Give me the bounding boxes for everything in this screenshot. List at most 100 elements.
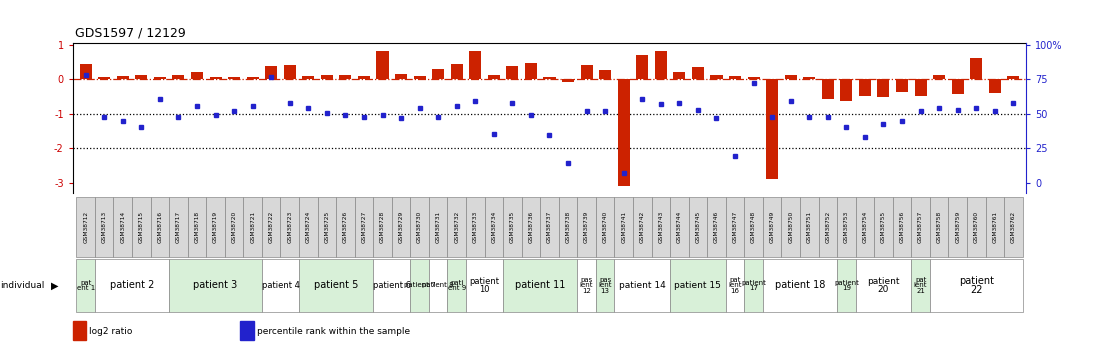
Bar — [822, 79, 834, 99]
Text: patient 6: patient 6 — [372, 281, 410, 290]
Text: GSM38747: GSM38747 — [732, 211, 738, 243]
Bar — [135, 75, 148, 79]
Bar — [896, 79, 908, 92]
Bar — [855, 197, 874, 257]
Bar — [299, 259, 373, 312]
Text: GSM38712: GSM38712 — [83, 211, 88, 243]
Text: GSM38759: GSM38759 — [955, 211, 960, 243]
Text: percentile rank within the sample: percentile rank within the sample — [257, 327, 410, 336]
Text: GSM38740: GSM38740 — [603, 211, 608, 243]
Bar — [447, 197, 466, 257]
Bar — [433, 69, 444, 79]
Bar — [503, 197, 522, 257]
Text: GSM38748: GSM38748 — [751, 211, 756, 243]
Bar — [615, 259, 670, 312]
Bar — [154, 77, 165, 79]
Bar — [209, 77, 221, 79]
Bar — [318, 197, 337, 257]
Text: GSM38745: GSM38745 — [695, 211, 700, 243]
Bar — [414, 76, 426, 79]
Bar — [729, 76, 741, 79]
Text: GSM38754: GSM38754 — [862, 211, 868, 243]
Bar — [247, 77, 258, 79]
Bar — [395, 74, 407, 79]
Text: patient
17: patient 17 — [741, 280, 766, 291]
Text: pati
ent 9: pati ent 9 — [447, 280, 466, 291]
Bar — [484, 197, 503, 257]
Text: patient 5: patient 5 — [314, 280, 358, 290]
Bar — [354, 197, 373, 257]
Bar — [506, 66, 519, 79]
Bar — [948, 197, 967, 257]
Bar — [596, 259, 615, 312]
Bar — [98, 77, 111, 79]
Bar — [599, 70, 612, 79]
Text: patient 15: patient 15 — [674, 281, 721, 290]
Bar — [874, 197, 893, 257]
Text: GSM38722: GSM38722 — [268, 211, 274, 243]
Text: patient
10: patient 10 — [470, 277, 500, 294]
Bar — [540, 197, 559, 257]
Text: GSM38717: GSM38717 — [176, 211, 181, 243]
Bar — [673, 72, 685, 79]
Bar — [762, 197, 781, 257]
Text: GSM38751: GSM38751 — [807, 211, 812, 243]
Bar — [559, 197, 577, 257]
Text: GSM38728: GSM38728 — [380, 211, 385, 243]
Bar — [132, 197, 151, 257]
Bar — [525, 63, 537, 79]
Bar — [692, 67, 704, 79]
Text: GSM38756: GSM38756 — [900, 211, 904, 243]
Bar — [373, 197, 391, 257]
Text: patient 14: patient 14 — [619, 281, 665, 290]
Text: GSM38743: GSM38743 — [659, 211, 663, 243]
Bar — [985, 197, 1004, 257]
Text: GSM38746: GSM38746 — [714, 211, 719, 243]
Text: GSM38733: GSM38733 — [473, 211, 477, 243]
Bar — [191, 72, 203, 79]
Bar — [169, 197, 188, 257]
Bar — [262, 197, 281, 257]
Bar — [951, 79, 964, 94]
Bar — [930, 259, 1023, 312]
Bar — [151, 197, 169, 257]
Bar — [745, 197, 762, 257]
Text: GSM38737: GSM38737 — [547, 211, 552, 243]
Bar — [726, 197, 745, 257]
Bar — [878, 79, 890, 97]
Bar — [577, 259, 596, 312]
Bar — [391, 197, 410, 257]
Bar — [841, 79, 852, 101]
Bar — [636, 55, 648, 79]
Text: GSM38718: GSM38718 — [195, 211, 199, 243]
Bar — [340, 75, 351, 79]
Text: GSM38727: GSM38727 — [361, 211, 367, 243]
Text: GSM38749: GSM38749 — [769, 211, 775, 243]
Bar — [466, 197, 484, 257]
Text: pat
ent 1: pat ent 1 — [76, 280, 95, 291]
Bar — [172, 75, 184, 79]
Text: GSM38732: GSM38732 — [454, 211, 459, 243]
Bar — [803, 77, 815, 79]
Bar — [670, 259, 726, 312]
Bar — [265, 66, 277, 79]
Bar — [466, 259, 503, 312]
Bar — [855, 259, 911, 312]
Bar — [915, 79, 927, 96]
Text: GSM38739: GSM38739 — [584, 211, 589, 243]
Text: GSM38741: GSM38741 — [622, 211, 626, 243]
Bar — [930, 197, 948, 257]
Bar — [596, 197, 615, 257]
Text: pas
ient
12: pas ient 12 — [580, 277, 594, 294]
Bar — [410, 259, 429, 312]
Bar — [281, 197, 299, 257]
Bar — [745, 259, 762, 312]
Bar — [114, 197, 132, 257]
Text: patient
19: patient 19 — [834, 280, 859, 291]
Text: log2 ratio: log2 ratio — [89, 327, 133, 336]
Bar — [410, 197, 429, 257]
Bar — [617, 79, 629, 186]
Bar — [429, 259, 447, 312]
Text: GSM38723: GSM38723 — [287, 211, 292, 243]
Text: GSM38729: GSM38729 — [399, 211, 404, 243]
